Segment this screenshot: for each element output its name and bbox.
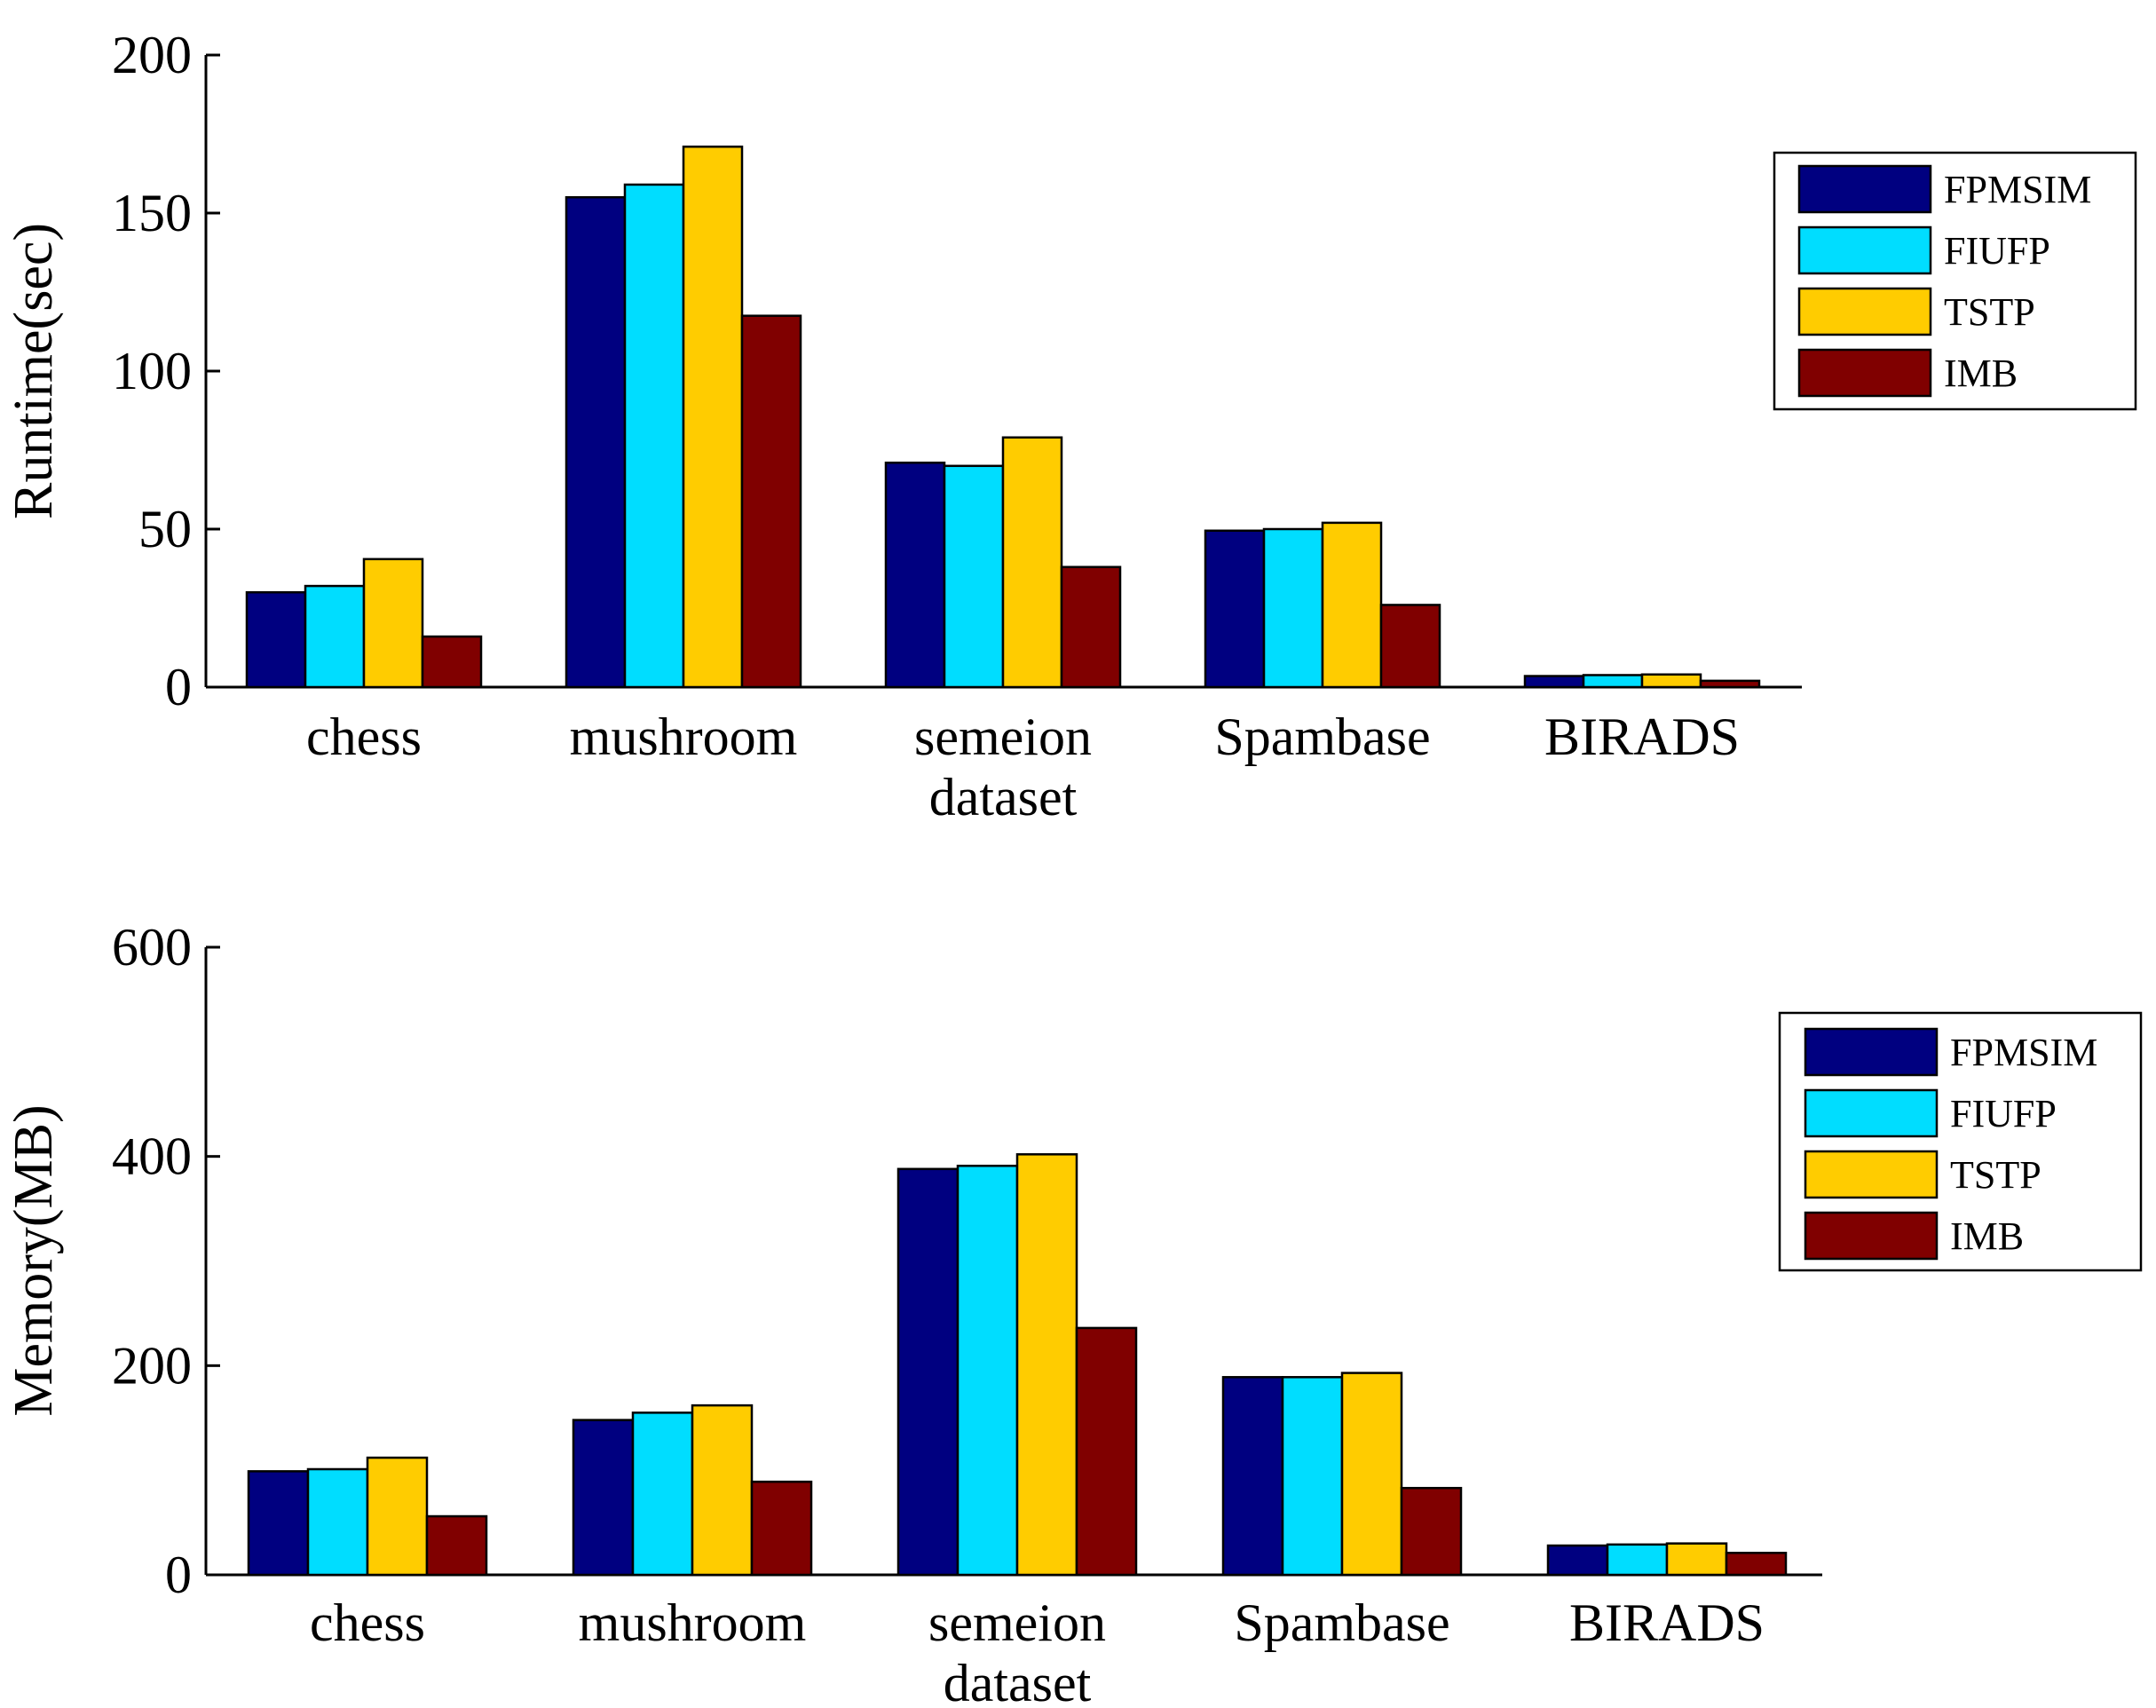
bar-imb-semeion xyxy=(1060,565,1122,689)
legend: FPMSIM FIUFP TSTP IMB xyxy=(1778,1011,2143,1272)
bar-fiufp-semeion xyxy=(956,1165,1019,1577)
legend-swatch-fiufp xyxy=(1804,1088,1939,1138)
y-tick-label: 600 xyxy=(112,918,192,977)
bar-fpmsim-mushroom xyxy=(572,1419,635,1577)
bar-fiufp-mushroom xyxy=(623,183,685,689)
category-label: Spambase xyxy=(1234,1593,1449,1652)
bar-fpmsim-mushroom xyxy=(565,195,627,689)
bar-fpmsim-birads xyxy=(1523,675,1585,689)
memory-chart-panel: 0 200 400 600 Memory(MB) chess mushroom semeion… xyxy=(4,918,2143,1708)
category-label: semeion dataset xyxy=(928,1593,1106,1708)
category-label: chess xyxy=(310,1593,425,1652)
legend-label-fiufp: FIUFP xyxy=(1944,229,2050,273)
bar-fiufp-spambase xyxy=(1281,1376,1344,1577)
legend-label-fpmsim: FPMSIM xyxy=(1950,1031,2097,1074)
bar-imb-mushroom xyxy=(750,1480,813,1577)
bar-fpmsim-spambase xyxy=(1221,1376,1284,1577)
y-tick-label: 200 xyxy=(112,26,192,84)
legend-label-imb: IMB xyxy=(1944,352,2018,395)
category-label: semeion dataset xyxy=(914,708,1092,826)
legend-label-fpmsim: FPMSIM xyxy=(1944,168,2091,211)
bar-fpmsim-semeion xyxy=(896,1167,960,1577)
legend-swatch-fpmsim xyxy=(1797,164,1932,214)
bar-tstp-mushroom xyxy=(682,145,744,689)
category-label: mushroom xyxy=(570,708,798,766)
legend-label-tstp: TSTP xyxy=(1944,290,2035,334)
bar-fpmsim-semeion xyxy=(884,461,946,689)
bar-imb-semeion xyxy=(1075,1326,1138,1577)
bar-imb-mushroom xyxy=(740,314,802,689)
bar-imb-birads xyxy=(1699,679,1761,689)
bar-fiufp-birads xyxy=(1606,1543,1669,1577)
bar-tstp-birads xyxy=(1665,1542,1728,1577)
bar-imb-birads xyxy=(1725,1552,1788,1577)
bar-fiufp-chess xyxy=(306,1467,369,1577)
bar-tstp-semeion xyxy=(1001,436,1063,689)
y-axis-title: Runtime(sec) xyxy=(4,223,64,519)
bar-fiufp-spambase xyxy=(1262,527,1324,689)
y-tick-label: 50 xyxy=(138,500,192,558)
legend-swatch-imb xyxy=(1804,1211,1939,1261)
bar-fpmsim-chess xyxy=(247,1470,310,1577)
legend-swatch-fiufp xyxy=(1797,225,1932,275)
bar-imb-spambase xyxy=(1400,1486,1463,1577)
y-tick-label: 0 xyxy=(165,1546,192,1604)
y-tick-label: 400 xyxy=(112,1127,192,1186)
bar-fiufp-semeion xyxy=(943,464,1005,689)
bar-tstp-chess xyxy=(366,1456,429,1577)
bar-fpmsim-birads xyxy=(1546,1544,1609,1577)
runtime-chart-panel: 0 50 100 150 200 Runtime(sec) chess mushroom sem… xyxy=(4,26,2137,826)
legend-swatch-tstp xyxy=(1797,287,1932,336)
category-label: chess xyxy=(306,708,422,766)
y-tick-label: 150 xyxy=(112,184,192,242)
category-label: Spambase xyxy=(1214,708,1430,766)
legend-label-tstp: TSTP xyxy=(1950,1153,2041,1197)
bar-fpmsim-chess xyxy=(245,590,307,689)
legend-swatch-imb xyxy=(1797,348,1932,398)
legend-label-imb: IMB xyxy=(1950,1214,2024,1258)
bar-imb-chess xyxy=(421,635,483,689)
category-label: BIRADS xyxy=(1544,708,1740,766)
bar-tstp-mushroom xyxy=(691,1404,754,1577)
legend-label-fiufp: FIUFP xyxy=(1950,1092,2057,1135)
bar-tstp-chess xyxy=(362,557,424,689)
bar-fpmsim-spambase xyxy=(1204,529,1266,689)
bar-tstp-birads xyxy=(1640,673,1702,689)
bar-tstp-spambase xyxy=(1321,521,1383,689)
bar-tstp-spambase xyxy=(1340,1372,1403,1577)
bar-fiufp-chess xyxy=(304,584,366,689)
bar-fiufp-birads xyxy=(1582,674,1644,689)
y-axis-title: Memory(MB) xyxy=(4,1104,64,1416)
bar-fiufp-mushroom xyxy=(631,1411,694,1577)
bar-imb-spambase xyxy=(1379,604,1441,689)
y-tick-label: 0 xyxy=(165,658,192,716)
y-tick-label: 200 xyxy=(112,1336,192,1395)
legend: FPMSIM FIUFP TSTP IMB xyxy=(1773,151,2137,411)
y-tick-label: 100 xyxy=(112,342,192,400)
category-label: mushroom xyxy=(579,1593,807,1652)
legend-swatch-fpmsim xyxy=(1804,1027,1939,1077)
category-label: BIRADS xyxy=(1569,1593,1765,1652)
bar-tstp-semeion xyxy=(1015,1153,1078,1577)
bar-imb-chess xyxy=(425,1514,488,1577)
legend-swatch-tstp xyxy=(1804,1150,1939,1199)
